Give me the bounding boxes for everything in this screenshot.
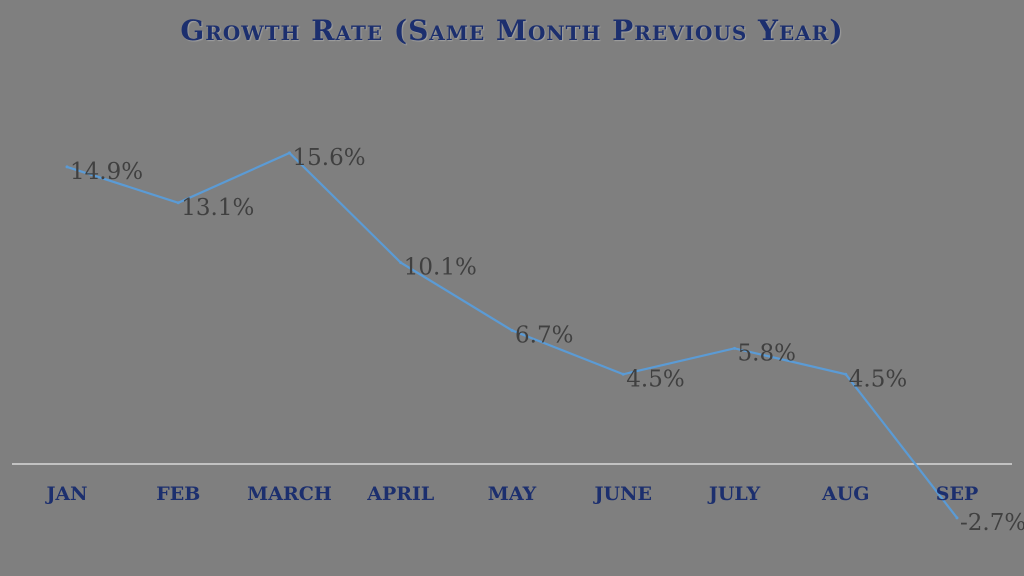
data-label: 14.9% — [70, 159, 143, 185]
data-point — [288, 151, 291, 155]
data-label: 10.1% — [404, 255, 477, 281]
data-label: 5.8% — [738, 340, 796, 366]
x-tick-label: JUNE — [593, 483, 652, 505]
data-label: 4.5% — [626, 366, 684, 392]
x-tick-label: MAY — [488, 483, 537, 505]
data-label: 15.6% — [293, 145, 366, 171]
x-tick-label: MARCH — [247, 483, 332, 505]
chart-title: Growth Rate (Same Month Previous Year) — [180, 14, 844, 47]
data-label: 6.7% — [515, 322, 573, 348]
x-tick-label: FEB — [156, 483, 200, 505]
x-tick-label: JULY — [707, 483, 761, 505]
data-point — [176, 201, 180, 205]
x-tick-label: SEP — [936, 483, 979, 505]
data-point — [510, 328, 514, 332]
data-point — [844, 372, 848, 376]
x-tick-label: JAN — [44, 483, 87, 505]
data-point — [733, 346, 736, 350]
data-point — [621, 372, 625, 376]
x-tick-label: AUG — [821, 483, 870, 505]
data-label: 4.5% — [849, 366, 907, 392]
x-tick-label: APRIL — [366, 483, 434, 505]
data-point — [65, 165, 69, 169]
data-label: -2.7% — [960, 510, 1024, 536]
data-point — [955, 516, 959, 520]
data-label: 13.1% — [181, 195, 254, 221]
data-point — [399, 261, 403, 265]
